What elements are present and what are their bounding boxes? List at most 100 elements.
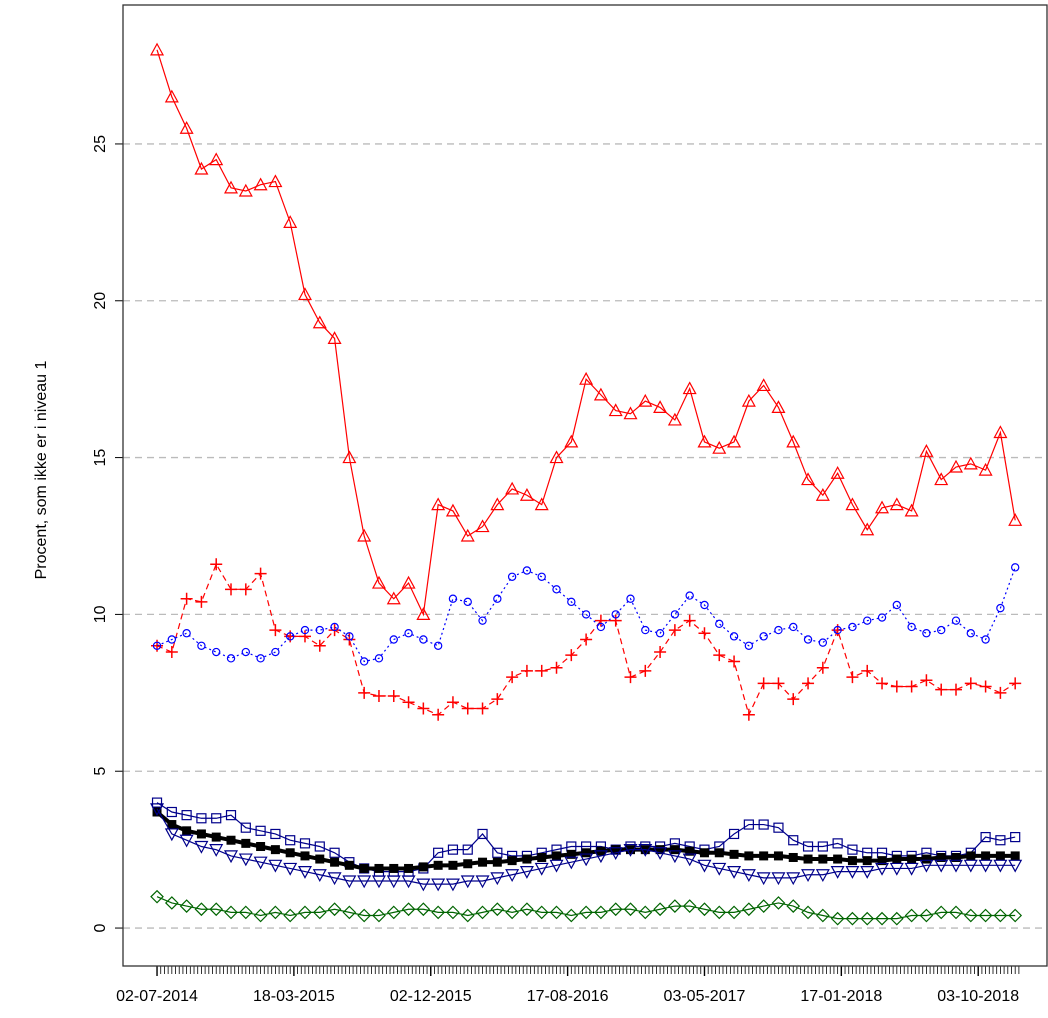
marker [315, 854, 325, 864]
marker [611, 845, 621, 855]
marker [668, 624, 681, 637]
marker [150, 889, 164, 904]
marker [668, 899, 682, 913]
marker [150, 42, 165, 56]
marker [445, 878, 460, 892]
marker [475, 875, 490, 889]
marker [847, 856, 857, 866]
marker [238, 183, 253, 197]
marker [608, 403, 623, 417]
marker [283, 215, 298, 228]
marker [861, 664, 874, 677]
marker [327, 872, 342, 886]
marker [890, 680, 903, 693]
marker [771, 872, 786, 886]
y-tick-label: 0 [92, 924, 109, 933]
marker [712, 440, 727, 454]
marker [948, 859, 964, 873]
marker [179, 899, 194, 913]
marker [713, 649, 726, 662]
marker [564, 908, 579, 923]
marker [934, 472, 949, 486]
marker [654, 646, 667, 659]
marker [949, 905, 963, 920]
marker [848, 622, 857, 632]
marker [966, 851, 976, 861]
marker [419, 635, 428, 644]
marker [211, 813, 222, 824]
marker [771, 400, 786, 414]
marker [623, 844, 638, 857]
marker [963, 908, 978, 923]
marker [937, 625, 946, 635]
marker [907, 854, 917, 864]
marker [550, 661, 563, 674]
marker [712, 862, 727, 876]
marker [653, 902, 667, 917]
marker [963, 456, 978, 470]
marker [714, 848, 724, 858]
marker [877, 613, 887, 622]
marker [564, 434, 579, 448]
marker [225, 810, 237, 821]
marker [728, 828, 740, 840]
marker [256, 842, 266, 852]
marker [507, 572, 517, 581]
marker [386, 905, 401, 920]
marker [846, 671, 859, 684]
marker [993, 908, 1008, 923]
marker [223, 850, 239, 864]
marker [580, 633, 593, 646]
marker [312, 869, 327, 882]
marker [255, 825, 266, 836]
marker [463, 597, 472, 607]
marker [862, 856, 872, 866]
marker [581, 610, 591, 619]
marker [832, 838, 843, 849]
x-tick-label: 02-07-2014 [116, 988, 198, 1005]
x-tick-label: 18-03-2015 [253, 988, 335, 1005]
marker [552, 585, 561, 594]
marker [653, 400, 668, 414]
marker [995, 835, 1006, 846]
marker [922, 629, 931, 638]
marker [727, 865, 742, 879]
marker [522, 566, 532, 575]
marker [981, 635, 990, 644]
marker [875, 862, 890, 876]
marker [818, 854, 828, 864]
marker [1010, 831, 1021, 843]
marker [771, 896, 786, 910]
marker [685, 591, 694, 600]
marker [416, 902, 431, 917]
marker [936, 852, 946, 862]
marker [475, 905, 490, 920]
marker [312, 905, 327, 920]
series [156, 808, 1016, 885]
marker [357, 528, 372, 542]
marker [238, 905, 253, 920]
marker [845, 911, 860, 926]
marker [404, 629, 413, 638]
marker [505, 905, 519, 920]
marker [297, 865, 312, 879]
marker [892, 600, 902, 610]
marker [357, 875, 372, 889]
y-tick-label: 25 [92, 135, 109, 153]
marker [667, 412, 682, 426]
marker [920, 674, 933, 687]
marker [460, 908, 475, 923]
marker [552, 851, 562, 861]
marker [623, 406, 638, 420]
plot-frame [122, 4, 1048, 967]
marker [801, 869, 816, 882]
marker [697, 902, 712, 917]
marker [786, 434, 801, 448]
marker [180, 592, 193, 605]
marker [756, 378, 771, 392]
marker [596, 622, 606, 632]
marker [490, 902, 505, 917]
marker [342, 905, 357, 920]
marker [831, 624, 844, 637]
marker [638, 393, 653, 407]
